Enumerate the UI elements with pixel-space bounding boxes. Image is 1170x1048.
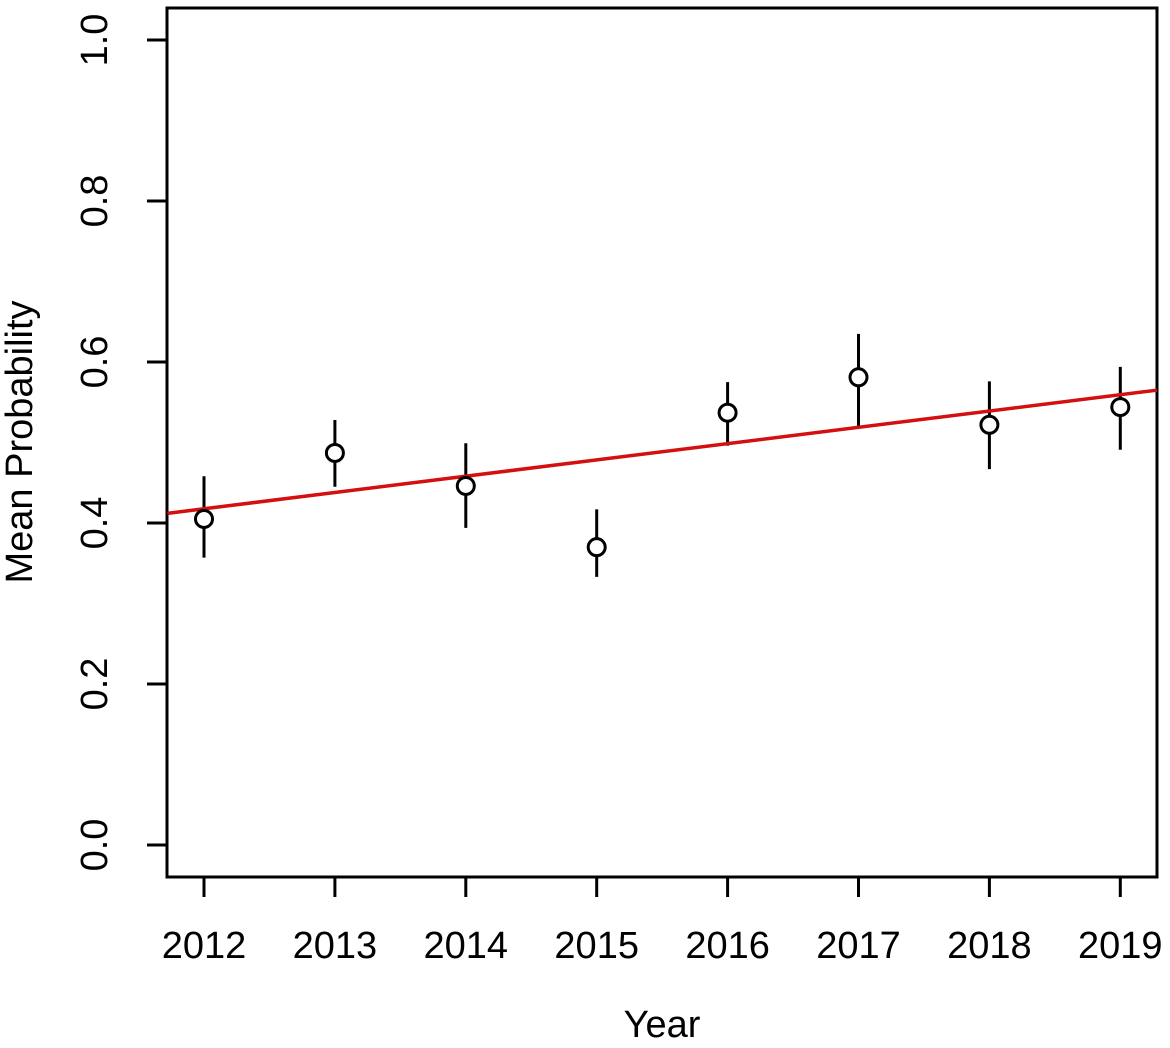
y-axis-title: Mean Probability xyxy=(0,300,41,583)
trend-line-layer xyxy=(167,388,1158,516)
data-point xyxy=(717,402,738,423)
y-tick-label: 0.8 xyxy=(74,175,116,228)
trend-line xyxy=(167,388,1158,516)
data-points xyxy=(194,367,1131,558)
x-tick-label: 2017 xyxy=(816,925,901,967)
x-tick-label: 2014 xyxy=(424,925,509,967)
y-tick-label: 1.0 xyxy=(74,14,116,67)
plot-box xyxy=(165,6,1159,879)
y-tick-label: 0.2 xyxy=(74,658,116,711)
y-tick-label: 0.6 xyxy=(74,336,116,389)
x-axis: 2012 2013 2014 2015 2016 2017 2018 2019 xyxy=(162,877,1163,967)
x-tick-label: 2015 xyxy=(554,925,639,967)
data-point xyxy=(324,442,345,463)
y-tick-label: 0.4 xyxy=(74,497,116,550)
x-tick-label: 2013 xyxy=(293,925,378,967)
data-point xyxy=(848,367,869,388)
x-tick-label: 2016 xyxy=(685,925,770,967)
y-axis: 0.0 0.2 0.4 0.6 0.8 1.0 xyxy=(74,14,167,872)
data-point xyxy=(979,414,1000,435)
data-point xyxy=(1110,397,1131,418)
y-tick-label: 0.0 xyxy=(74,819,116,872)
data-point xyxy=(194,508,214,529)
x-tick-label: 2019 xyxy=(1078,925,1163,967)
x-tick-label: 2018 xyxy=(947,925,1032,967)
x-axis-title: Year xyxy=(624,1004,701,1046)
x-tick-label: 2012 xyxy=(162,925,247,967)
data-point xyxy=(586,537,607,558)
data-point xyxy=(455,475,476,496)
